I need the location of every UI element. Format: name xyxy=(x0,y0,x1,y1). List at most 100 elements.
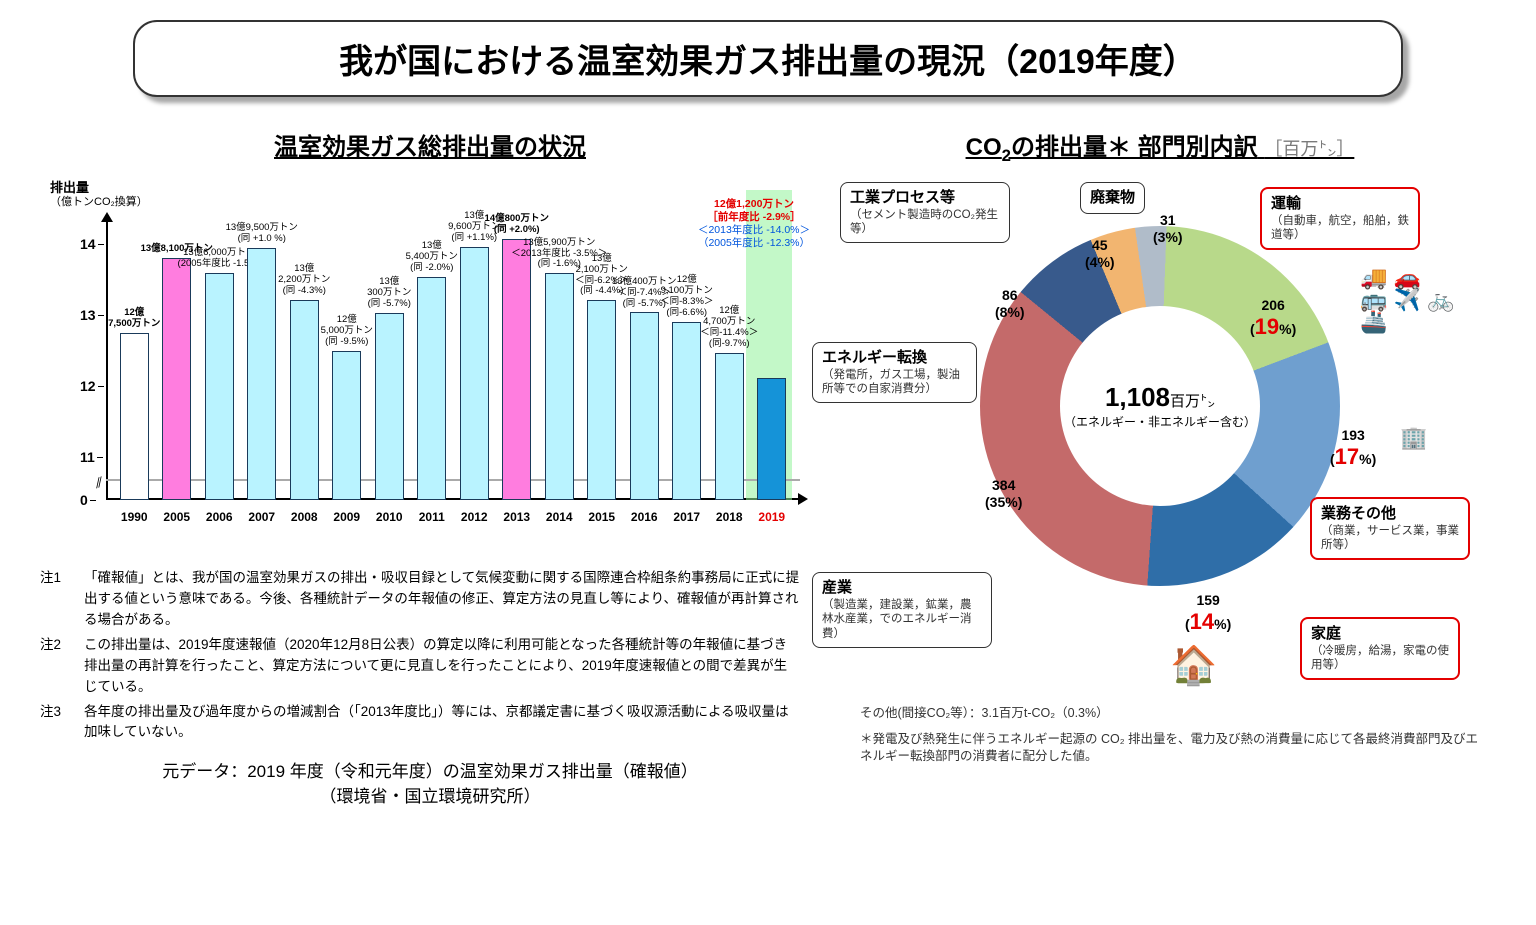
bar xyxy=(587,300,616,500)
bar-slot: 200513億8,100万トン xyxy=(159,230,196,500)
y-axis-label-sub: （億トンCO₂換算） xyxy=(50,196,148,209)
bar-x-label: 2010 xyxy=(376,510,403,524)
bar-x-label: 2005 xyxy=(163,510,190,524)
bar xyxy=(757,378,786,500)
bar xyxy=(332,351,361,500)
bar-slot: 201613億400万トン＜同-7.4%＞(同 -5.7%) xyxy=(626,230,663,500)
bar-x-label: 2011 xyxy=(419,510,445,524)
bar-top-annot: 13億300万トン(同 -5.7%) xyxy=(367,277,411,310)
callout-transport: 運輸 （自動車，航空，船舶，鉄道等） xyxy=(1260,187,1420,250)
y-axis-label-text: 排出量 xyxy=(50,180,148,196)
bar-x-label: 2017 xyxy=(673,510,700,524)
bar-slot: 201513億2,100万トン＜同-6.2%＞(同 -4.4%) xyxy=(584,230,621,500)
bar-slot: 201413億5,900万トン＜2013年度比 -3.5%＞(同 -1.6%) xyxy=(541,230,578,500)
source-line-1: 元データ：2019 年度（令和元年度）の温室効果ガス排出量（確報値） xyxy=(40,757,820,782)
callout-industrial-process: 工業プロセス等 （セメント製造時のCO₂発生等） xyxy=(840,182,1010,243)
left-panel: 温室効果ガス総排出量の状況 排出量 （億トンCO₂換算） ⁄⁄ 01112131… xyxy=(0,127,820,807)
bar-slot: 201113億5,400万トン(同 -2.0%) xyxy=(414,230,451,500)
bar-slot: 201712億9,100万トン＜同-8.3%＞(同-6.6%) xyxy=(669,230,706,500)
bar-x-label: 2012 xyxy=(461,510,488,524)
bar-x-label: 2015 xyxy=(588,510,615,524)
bar-slot: 201314億800万トン(同 +2.0%) xyxy=(499,230,536,500)
footnote-text: 各年度の排出量及び過年度からの増減割合（「2013年度比」）等には、京都議定書に… xyxy=(84,702,800,744)
bar xyxy=(672,322,701,500)
source-line-2: （環境省・国立環境研究所） xyxy=(40,782,820,807)
axis-break-glyph: ⁄⁄ xyxy=(94,474,104,491)
bar xyxy=(205,273,234,500)
callout-home: 家庭 （冷暖房，給湯，家電の使用等） xyxy=(1300,617,1460,680)
pie-asterisk-note: ＊発電及び熱発生に伴うエネルギー起源の CO₂ 排出量を、電力及び熱の消費量に応… xyxy=(860,731,1480,766)
house-icon: 🏠 xyxy=(1170,647,1217,685)
bar-slot: 200813億2,200万トン(同 -4.3%) xyxy=(286,230,323,500)
donut-center-value: 1,108百万㌧ xyxy=(1105,382,1215,413)
right-panel: CO2の排出量＊ 部門別内訳 ［百万㌧］ 1,108百万㌧ （エネルギー・非エネ… xyxy=(820,127,1500,807)
bar-slot: 201013億300万トン(同 -5.7%) xyxy=(371,230,408,500)
footnote-num: 注2 xyxy=(40,635,84,698)
bar-x-label: 2014 xyxy=(546,510,573,524)
callout-business: 業務その他 （商業，サービス業，事業所等） xyxy=(1310,497,1470,560)
y-tick: 14 xyxy=(80,236,96,252)
bar-x-label: 1990 xyxy=(121,510,148,524)
footnotes: 注1「確報値」とは、我が国の温室効果ガスの排出・吸収目録として気候変動に関する国… xyxy=(40,568,820,743)
donut-center: 1,108百万㌧ （エネルギー・非エネルギー含む） xyxy=(1060,306,1260,506)
bar-top-annot: 12億4,700万トン＜同-11.4%＞(同-9.7%) xyxy=(700,306,758,350)
bar-top-annot: 14億800万トン(同 +2.0%) xyxy=(485,214,549,236)
y-axis-label: 排出量 （億トンCO₂換算） xyxy=(50,180,148,209)
y-tick: 11 xyxy=(80,449,95,465)
bar-x-label: 2006 xyxy=(206,510,233,524)
bar xyxy=(120,333,149,500)
page-title: 我が国における温室効果ガス排出量の現況（2019年度） xyxy=(133,20,1403,97)
data-source: 元データ：2019 年度（令和元年度）の温室効果ガス排出量（確報値） （環境省・… xyxy=(40,757,820,807)
footnote-row: 注2この排出量は、2019年度速報値（2020年12月8日公表）の算定以降に利用… xyxy=(40,635,800,698)
bar-top-annot: 13億5,400万トン(同 -2.0%) xyxy=(406,241,458,274)
pie-other-note: その他(間接CO₂等）：3.1百万t-CO₂（0.3%） xyxy=(860,705,1480,723)
annot-2019: 12億1,200万トン［前年度比 -2.9%］＜2013年度比 -14.0%＞（… xyxy=(698,198,810,251)
bar-slot: 2019 xyxy=(754,230,791,500)
seglabel-transport: 206(19%) xyxy=(1250,297,1296,340)
bar xyxy=(162,258,191,500)
bar-x-label: 2016 xyxy=(631,510,658,524)
bar-slot: 201812億4,700万トン＜同-11.4%＞(同-9.7%) xyxy=(711,230,748,500)
bar xyxy=(375,313,404,500)
bar xyxy=(290,300,319,500)
right-unit: ［百万㌧］ xyxy=(1264,139,1354,159)
bar-slot: 200713億9,500万トン(同 +1.0 %) xyxy=(244,230,281,500)
bar-x-label: 2019 xyxy=(758,510,785,524)
seglabel-home: 159(14%) xyxy=(1185,592,1231,635)
footnote-num: 注1 xyxy=(40,568,84,631)
bar-chart: 排出量 （億トンCO₂換算） ⁄⁄ 011121314199012億7,500万… xyxy=(50,180,810,540)
bar xyxy=(545,273,574,500)
bar xyxy=(715,353,744,500)
donut-center-sub: （エネルギー・非エネルギー含む） xyxy=(1064,413,1256,430)
donut-chart: 1,108百万㌧ （エネルギー・非エネルギー含む） xyxy=(980,226,1340,586)
bar-x-label: 2007 xyxy=(248,510,275,524)
bar xyxy=(460,247,489,500)
callout-energy-conv: エネルギー転換 （発電所，ガス工場，製油所等での自家消費分） xyxy=(812,342,977,403)
seglabel-waste: 31(3%) xyxy=(1153,212,1183,246)
bar-top-annot: 12億5,000万トン(同 -9.5%) xyxy=(321,315,373,348)
y-tick: 13 xyxy=(80,307,96,323)
bar-x-label: 2013 xyxy=(503,510,530,524)
seglabel-process: 45(4%) xyxy=(1085,237,1115,271)
footnote-row: 注1「確報値」とは、我が国の温室効果ガスの排出・吸収目録として気候変動に関する国… xyxy=(40,568,800,631)
footnote-num: 注3 xyxy=(40,702,84,744)
callout-industry: 産業 （製造業，建設業，鉱業，農林水産業，でのエネルギー消費） xyxy=(812,572,992,648)
footnote-text: この排出量は、2019年度速報値（2020年12月8日公表）の算定以降に利用可能… xyxy=(84,635,800,698)
seglabel-energy: 86(8%) xyxy=(995,287,1025,321)
y-tick: 0 xyxy=(80,492,88,508)
bar xyxy=(502,239,531,500)
bar-x-label: 2008 xyxy=(291,510,318,524)
bar-slot: 200912億5,000万トン(同 -9.5%) xyxy=(329,230,366,500)
footnote-row: 注3各年度の排出量及び過年度からの増減割合（「2013年度比」）等には、京都議定… xyxy=(40,702,800,744)
bar-x-label: 2018 xyxy=(716,510,743,524)
bar-slot: 201213億9,600万トン(同 +1.1%) xyxy=(456,230,493,500)
bar xyxy=(247,248,276,500)
seglabel-industry: 384(35%) xyxy=(985,477,1022,511)
right-section-title: CO2の排出量＊ 部門別内訳 ［百万㌧］ xyxy=(820,127,1500,166)
bar-x-label: 2009 xyxy=(333,510,360,524)
bar-top-annot: 12億7,500万トン xyxy=(108,308,160,330)
seglabel-business: 193(17%) xyxy=(1330,427,1376,470)
bar-slot: 199012億7,500万トン xyxy=(116,230,153,500)
bar-slot: 200613億6,000万トン(2005年度比 -1.5%) xyxy=(201,230,238,500)
bar xyxy=(417,277,446,500)
